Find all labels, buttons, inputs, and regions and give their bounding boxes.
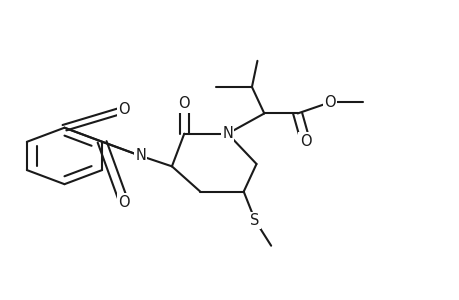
- Text: N: N: [135, 148, 146, 164]
- Text: S: S: [250, 213, 259, 228]
- Text: O: O: [178, 96, 190, 111]
- Text: N: N: [222, 126, 233, 141]
- Text: O: O: [118, 194, 129, 209]
- Text: O: O: [299, 134, 311, 148]
- Text: O: O: [323, 95, 335, 110]
- Text: O: O: [118, 102, 129, 117]
